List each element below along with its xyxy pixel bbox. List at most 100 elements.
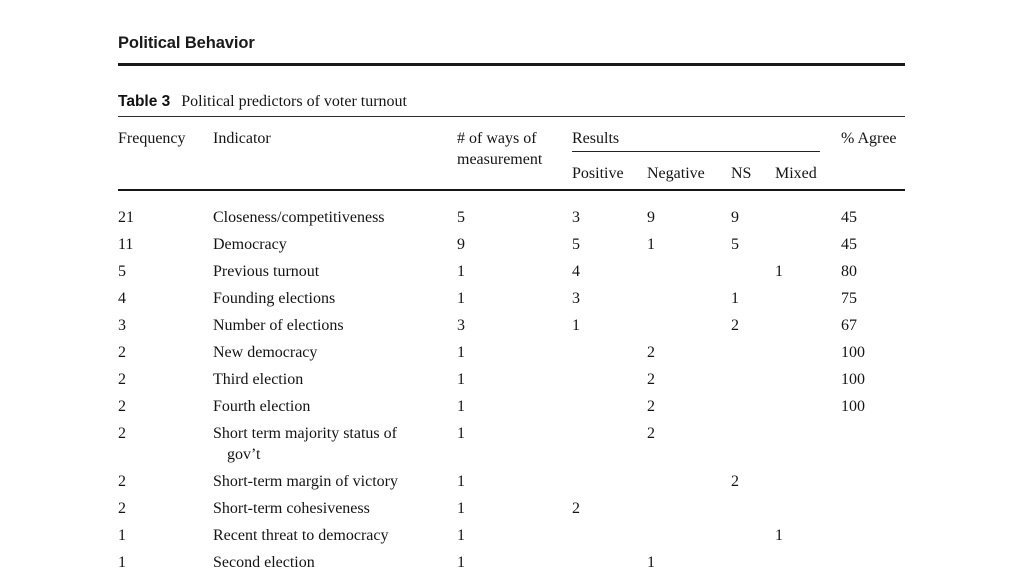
table-number-label: Table 3 xyxy=(118,93,171,110)
cell-agree xyxy=(841,519,905,546)
caption-rule xyxy=(118,116,905,118)
cell-frequency: 2 xyxy=(118,371,126,388)
table3-wrapper: Frequency Indicator # of ways of measure… xyxy=(118,120,905,573)
cell-indicator: Founding elections xyxy=(213,290,336,307)
table-head: Frequency Indicator # of ways of measure… xyxy=(118,120,905,191)
cell-negative: 1 xyxy=(647,236,655,253)
cell-ns: 2 xyxy=(731,473,739,490)
cell-indicator: New democracy xyxy=(213,344,318,361)
journal-running-head: Political Behavior xyxy=(118,34,255,52)
header-row-2: Positive Negative NS Mixed xyxy=(118,152,905,191)
cell-frequency: 1 xyxy=(118,554,126,571)
table-row: 2 Third election 1 2 100 xyxy=(118,363,905,390)
cell-ns xyxy=(731,336,775,363)
cell-ways: 1 xyxy=(457,500,465,517)
cell-mixed: 1 xyxy=(775,527,783,544)
cell-positive xyxy=(572,336,647,363)
cell-ways: 1 xyxy=(457,473,465,490)
cell-positive xyxy=(572,465,647,492)
col-header-negative: Negative xyxy=(647,152,731,191)
table-row: 2 New democracy 1 2 100 xyxy=(118,336,905,363)
cell-negative: 1 xyxy=(647,554,655,571)
cell-indicator: Short term majority status of gov’t xyxy=(213,425,397,463)
cell-mixed xyxy=(775,336,841,363)
cell-agree xyxy=(841,417,905,465)
table3: Frequency Indicator # of ways of measure… xyxy=(118,120,905,573)
header-row-1: Frequency Indicator # of ways of measure… xyxy=(118,120,905,191)
cell-indicator: Short-term margin of victory xyxy=(213,473,398,490)
cell-ns: 9 xyxy=(731,209,739,226)
table-row: 5 Previous turnout 1 4 1 80 xyxy=(118,255,905,282)
table-row: 1 Second election 1 1 xyxy=(118,546,905,573)
table-row: 11 Democracy 9 5 1 5 45 xyxy=(118,228,905,255)
table-caption-text: Political predictors of voter turnout xyxy=(181,93,407,110)
cell-positive: 2 xyxy=(572,500,580,517)
cell-mixed xyxy=(775,417,841,465)
cell-mixed xyxy=(775,309,841,336)
cell-indicator: Recent threat to democracy xyxy=(213,527,389,544)
cell-negative xyxy=(647,492,731,519)
cell-positive: 1 xyxy=(572,317,580,334)
cell-agree: 45 xyxy=(841,236,857,253)
cell-positive: 3 xyxy=(572,290,580,307)
cell-negative: 2 xyxy=(647,344,655,361)
cell-ways: 1 xyxy=(457,425,465,442)
cell-frequency: 21 xyxy=(118,209,134,226)
table-row: 2 Short-term margin of victory 1 2 xyxy=(118,465,905,492)
cell-ways: 1 xyxy=(457,527,465,544)
cell-ways: 1 xyxy=(457,263,465,280)
cell-agree: 67 xyxy=(841,317,857,334)
cell-mixed xyxy=(775,492,841,519)
cell-frequency: 2 xyxy=(118,398,126,415)
cell-ways: 1 xyxy=(457,344,465,361)
table-row: 2 Short-term cohesiveness 1 2 xyxy=(118,492,905,519)
cell-indicator: Short-term cohesiveness xyxy=(213,500,370,517)
cell-mixed xyxy=(775,363,841,390)
cell-agree: 45 xyxy=(841,209,857,226)
cell-frequency: 3 xyxy=(118,317,126,334)
cell-ways: 1 xyxy=(457,554,465,571)
cell-positive: 4 xyxy=(572,263,580,280)
cell-positive: 5 xyxy=(572,236,580,253)
cell-agree: 100 xyxy=(841,344,865,361)
cell-agree xyxy=(841,492,905,519)
cell-mixed xyxy=(775,190,841,228)
cell-negative xyxy=(647,309,731,336)
cell-frequency: 2 xyxy=(118,473,126,490)
cell-negative xyxy=(647,519,731,546)
cell-positive xyxy=(572,363,647,390)
cell-frequency: 5 xyxy=(118,263,126,280)
cell-negative: 9 xyxy=(647,209,655,226)
cell-agree xyxy=(841,546,905,573)
table-row: 3 Number of elections 3 1 2 67 xyxy=(118,309,905,336)
cell-ns xyxy=(731,492,775,519)
cell-negative: 2 xyxy=(647,398,655,415)
cell-ns xyxy=(731,519,775,546)
cell-indicator: Fourth election xyxy=(213,398,311,415)
cell-ns: 5 xyxy=(731,236,739,253)
col-header-ns: NS xyxy=(731,152,775,191)
col-header-results-group: Results xyxy=(572,120,841,152)
cell-frequency: 11 xyxy=(118,236,134,253)
cell-ways: 1 xyxy=(457,371,465,388)
cell-frequency: 2 xyxy=(118,344,126,361)
cell-ns xyxy=(731,417,775,465)
col-header-ways: # of ways of measurement xyxy=(457,120,572,191)
cell-ways: 9 xyxy=(457,236,465,253)
cell-indicator: Third election xyxy=(213,371,304,388)
cell-mixed xyxy=(775,546,841,573)
table-row: 21 Closeness/competitiveness 5 3 9 9 45 xyxy=(118,190,905,228)
cell-mixed xyxy=(775,390,841,417)
cell-indicator: Previous turnout xyxy=(213,263,320,280)
cell-negative: 2 xyxy=(647,425,655,442)
cell-positive xyxy=(572,546,647,573)
cell-frequency: 4 xyxy=(118,290,126,307)
cell-ns: 2 xyxy=(731,317,739,334)
cell-agree: 80 xyxy=(841,263,857,280)
cell-positive xyxy=(572,390,647,417)
cell-indicator: Democracy xyxy=(213,236,287,253)
cell-ways: 1 xyxy=(457,290,465,307)
table-body: 21 Closeness/competitiveness 5 3 9 9 45 … xyxy=(118,190,905,573)
col-header-frequency: Frequency xyxy=(118,120,213,191)
